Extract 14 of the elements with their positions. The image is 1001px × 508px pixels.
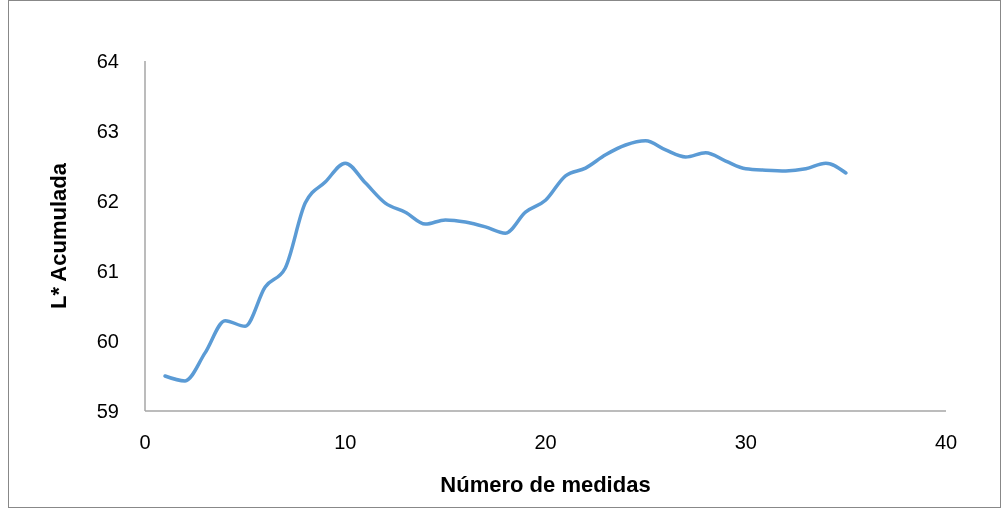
y-tick-label: 62 [96,190,119,212]
x-tick-label: 20 [534,431,557,453]
y-axis-title: L* Acumulada [46,162,71,309]
y-tick-label: 61 [96,260,119,282]
x-tick-label: 40 [934,431,958,453]
y-tick-label: 64 [96,50,119,72]
x-tick-label: 30 [734,431,757,453]
line-series [163,139,848,383]
y-tick-label: 63 [96,120,119,142]
y-tick-label: 59 [96,400,119,422]
y-tick-label: 60 [96,330,119,352]
x-axis-title: Número de medidas [440,472,651,497]
x-tick-label: 10 [334,431,357,453]
x-tick-label: 0 [139,431,151,453]
